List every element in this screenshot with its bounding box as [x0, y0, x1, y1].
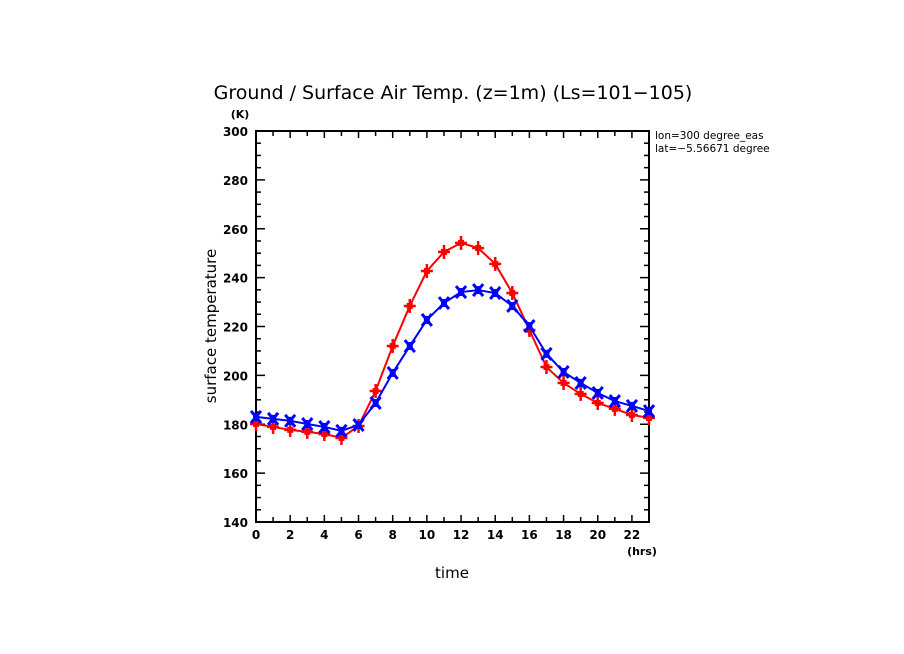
- y-tick-label: 180: [223, 418, 248, 432]
- data-point: [284, 413, 297, 428]
- y-unit-label: (K): [231, 108, 250, 121]
- data-point: [540, 360, 553, 375]
- data-point: [455, 235, 468, 250]
- y-tick-label: 160: [223, 467, 248, 481]
- tick-labels: 0 2 4 6 8 10 12 14 16 18 20 22 140 160 180 200 220 240 260…: [223, 125, 640, 542]
- data-point: [591, 395, 604, 410]
- data-point: [471, 283, 485, 298]
- data-point: [403, 298, 416, 313]
- data-point: [437, 244, 450, 259]
- plot-frame: [255, 130, 650, 523]
- x-tick-label: 4: [320, 528, 328, 542]
- x-tick-label: 22: [624, 528, 641, 542]
- data-point: [625, 398, 639, 413]
- data-point: [608, 394, 621, 408]
- x-tick-label: 10: [419, 528, 436, 542]
- data-point: [420, 312, 434, 327]
- annotation-lat: lat=−5.56671 degree: [655, 143, 770, 155]
- data-point: [642, 404, 656, 419]
- x-tick-label: 14: [487, 528, 504, 542]
- data-point: [489, 286, 502, 300]
- series-layer: [249, 235, 656, 445]
- data-point: [489, 256, 502, 271]
- x-tick-label: 8: [389, 528, 397, 542]
- x-tick-label: 16: [521, 528, 538, 542]
- series-line: [255, 289, 650, 432]
- data-point: [403, 339, 416, 354]
- data-point: [301, 417, 314, 431]
- series-line: [255, 241, 650, 440]
- axis-ticks: [255, 130, 650, 523]
- data-point: [352, 418, 365, 432]
- data-point: [506, 286, 519, 301]
- data-point: [591, 386, 604, 400]
- x-tick-label: 12: [453, 528, 470, 542]
- data-point: [523, 319, 536, 333]
- data-point: [437, 296, 451, 311]
- chart-title: Ground / Surface Air Temp. (z=1m) (Ls=10…: [214, 82, 693, 104]
- data-point: [318, 419, 331, 434]
- y-tick-label: 220: [223, 321, 248, 335]
- x-tick-label: 20: [589, 528, 606, 542]
- data-point: [472, 241, 485, 256]
- data-point: [369, 396, 382, 410]
- data-point: [625, 407, 638, 422]
- data-point: [369, 384, 382, 399]
- data-point: [540, 346, 553, 361]
- data-point: [420, 264, 433, 279]
- data-point: [557, 375, 570, 390]
- data-point: [386, 365, 399, 380]
- data-point: [386, 339, 399, 354]
- series-surface-air-temperature: [249, 283, 656, 438]
- data-point: [574, 375, 587, 390]
- y-tick-label: 240: [223, 272, 248, 286]
- x-axis-label: time: [435, 564, 469, 582]
- data-point: [284, 422, 297, 437]
- y-tick-label: 140: [223, 516, 248, 530]
- annotation-lon: lon=300 degree_eas: [655, 130, 764, 142]
- y-tick-label: 300: [223, 125, 248, 139]
- y-tick-label: 280: [223, 174, 248, 188]
- data-point: [557, 364, 570, 379]
- data-point: [574, 386, 587, 401]
- x-tick-label: 6: [354, 528, 362, 542]
- x-unit-label: (hrs): [627, 545, 657, 558]
- x-tick-label: 2: [286, 528, 294, 542]
- series-ground-temperature: [250, 235, 655, 445]
- y-tick-label: 260: [223, 223, 248, 237]
- data-point: [335, 423, 348, 438]
- y-axis-label: surface temperature: [202, 249, 220, 404]
- data-point: [506, 299, 519, 313]
- data-point: [454, 285, 468, 300]
- data-point: [249, 409, 263, 424]
- x-tick-label: 18: [555, 528, 572, 542]
- x-tick-label: 0: [252, 528, 260, 542]
- y-tick-label: 200: [223, 369, 248, 383]
- data-point: [266, 411, 280, 426]
